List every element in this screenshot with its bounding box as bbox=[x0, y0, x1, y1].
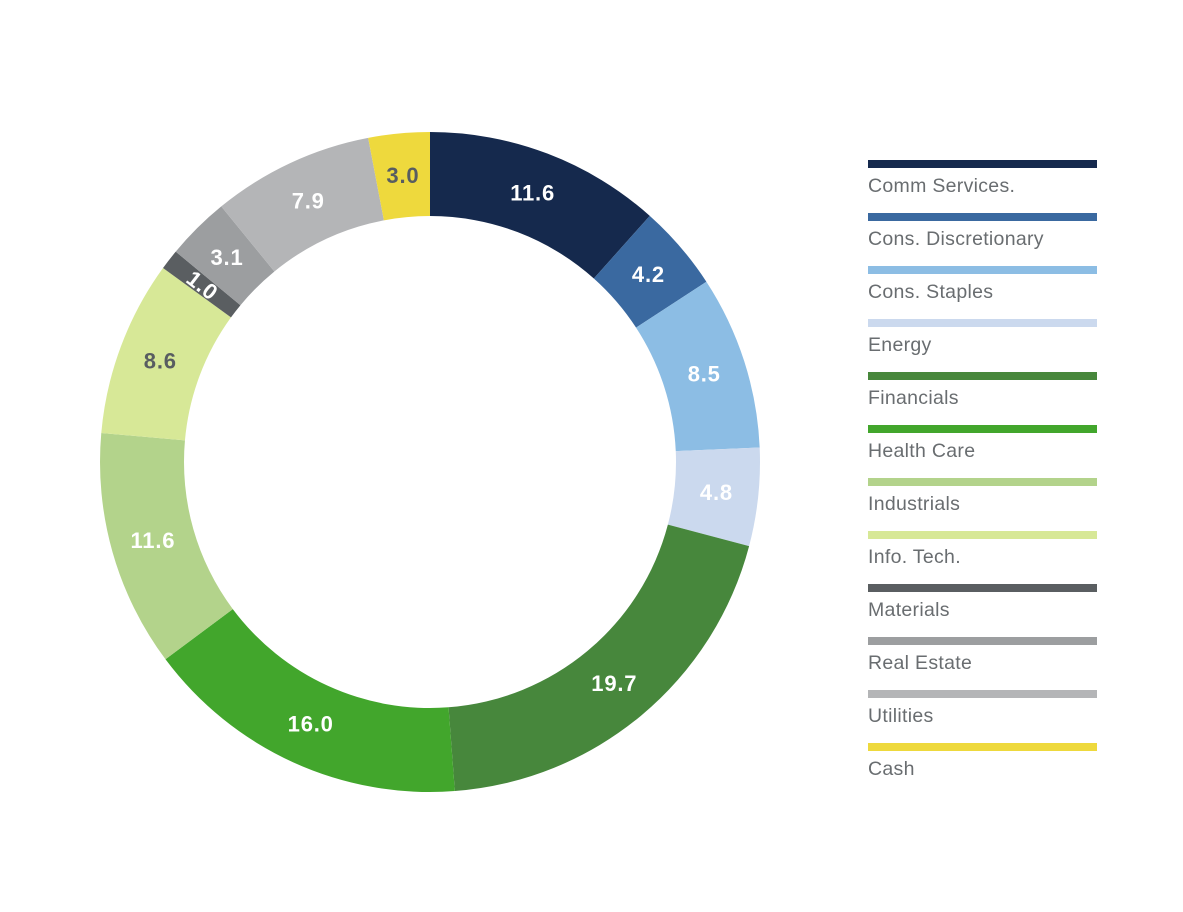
donut-segment-comm-services[interactable] bbox=[430, 132, 650, 279]
segment-value-label-cash: 3.0 bbox=[386, 163, 419, 188]
segment-value-label-energy: 4.8 bbox=[700, 480, 733, 505]
legend-swatch-cash bbox=[868, 743, 1097, 751]
segment-value-label-comm-services: 11.6 bbox=[510, 180, 555, 205]
legend-item-comm-services[interactable]: Comm Services. bbox=[868, 160, 1097, 213]
legend-label-financials: Financials bbox=[868, 387, 959, 409]
legend-label-materials: Materials bbox=[868, 599, 950, 621]
legend-swatch-info-tech bbox=[868, 531, 1097, 539]
donut-slices-group bbox=[100, 132, 760, 792]
legend-item-health-care[interactable]: Health Care bbox=[868, 425, 1097, 478]
segment-value-label-cons-staples: 8.5 bbox=[688, 361, 721, 386]
legend-item-utilities[interactable]: Utilities bbox=[868, 690, 1097, 743]
donut-segment-financials[interactable] bbox=[448, 524, 750, 792]
donut-segment-info-tech[interactable] bbox=[101, 268, 231, 441]
segment-value-label-info-tech: 8.6 bbox=[144, 349, 177, 374]
legend-swatch-health-care bbox=[868, 425, 1097, 433]
donut-segment-energy[interactable] bbox=[667, 447, 760, 547]
legend-swatch-financials bbox=[868, 372, 1097, 380]
legend-item-financials[interactable]: Financials bbox=[868, 372, 1097, 425]
legend-item-cons-staples[interactable]: Cons. Staples bbox=[868, 266, 1097, 319]
legend-item-cash[interactable]: Cash bbox=[868, 743, 1097, 796]
legend-label-industrials: Industrials bbox=[868, 493, 961, 515]
legend-swatch-comm-services bbox=[868, 160, 1097, 168]
legend-item-industrials[interactable]: Industrials bbox=[868, 478, 1097, 531]
donut-segment-cons-discretionary[interactable] bbox=[593, 215, 707, 328]
legend-label-comm-services: Comm Services. bbox=[868, 175, 1016, 197]
legend-item-info-tech[interactable]: Info. Tech. bbox=[868, 531, 1097, 584]
donut-segment-industrials[interactable] bbox=[100, 433, 233, 660]
legend-label-cons-discretionary: Cons. Discretionary bbox=[868, 228, 1044, 250]
legend-item-real-estate[interactable]: Real Estate bbox=[868, 637, 1097, 690]
donut-segment-cons-staples[interactable] bbox=[636, 281, 760, 452]
legend-label-health-care: Health Care bbox=[868, 440, 976, 462]
legend-item-energy[interactable]: Energy bbox=[868, 319, 1097, 372]
legend-label-utilities: Utilities bbox=[868, 705, 934, 727]
donut-segment-materials[interactable] bbox=[163, 251, 241, 318]
legend-item-materials[interactable]: Materials bbox=[868, 584, 1097, 637]
donut-segment-health-care[interactable] bbox=[165, 609, 455, 792]
segment-value-label-real-estate: 3.1 bbox=[211, 245, 244, 270]
legend-swatch-industrials bbox=[868, 478, 1097, 486]
donut-segment-cash[interactable] bbox=[368, 132, 430, 221]
legend-swatch-cons-staples bbox=[868, 266, 1097, 274]
segment-value-label-industrials: 11.6 bbox=[130, 528, 175, 553]
legend-swatch-cons-discretionary bbox=[868, 213, 1097, 221]
segment-value-label-utilities: 7.9 bbox=[292, 189, 325, 214]
donut-segment-real-estate[interactable] bbox=[175, 206, 275, 306]
legend-label-cons-staples: Cons. Staples bbox=[868, 281, 994, 303]
legend-label-cash: Cash bbox=[868, 758, 915, 780]
legend-swatch-real-estate bbox=[868, 637, 1097, 645]
chart-legend: Comm Services. Cons. Discretionary Cons. S… bbox=[868, 160, 1097, 796]
legend-swatch-utilities bbox=[868, 690, 1097, 698]
legend-label-energy: Energy bbox=[868, 334, 932, 356]
segment-value-label-financials: 19.7 bbox=[591, 671, 637, 696]
donut-segment-utilities[interactable] bbox=[221, 137, 384, 272]
legend-label-real-estate: Real Estate bbox=[868, 652, 973, 674]
legend-label-info-tech: Info. Tech. bbox=[868, 546, 961, 568]
segment-value-label-cons-discretionary: 4.2 bbox=[632, 262, 665, 287]
segment-value-label-health-care: 16.0 bbox=[288, 712, 334, 737]
legend-item-cons-discretionary[interactable]: Cons. Discretionary bbox=[868, 213, 1097, 266]
legend-swatch-energy bbox=[868, 319, 1097, 327]
legend-swatch-materials bbox=[868, 584, 1097, 592]
